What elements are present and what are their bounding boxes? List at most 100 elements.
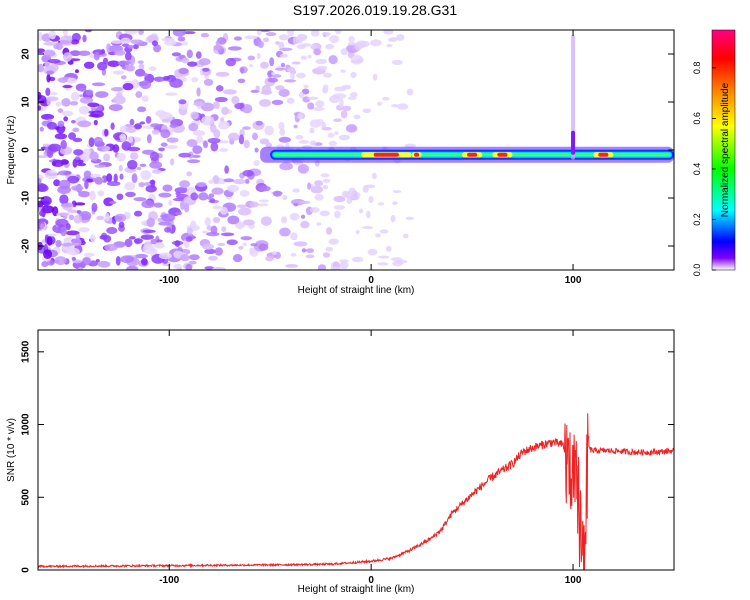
- noise-blob: [324, 33, 330, 37]
- noise-blob: [55, 218, 69, 228]
- noise-blob: [271, 250, 278, 256]
- noise-blob: [299, 200, 311, 205]
- x-tick-label: 100: [565, 575, 582, 586]
- noise-blob: [125, 191, 136, 198]
- noise-blob: [212, 175, 220, 184]
- noise-blob: [43, 249, 53, 260]
- noise-blob: [150, 179, 156, 188]
- noise-blob: [202, 67, 210, 72]
- noise-blob: [207, 137, 221, 144]
- noise-blob: [392, 201, 398, 206]
- noise-blob: [211, 187, 224, 195]
- noise-blob: [307, 96, 319, 100]
- noise-blob: [120, 255, 134, 264]
- noise-blob: [72, 137, 83, 143]
- noise-blob: [46, 233, 57, 237]
- noise-blob: [328, 55, 338, 65]
- noise-blob: [287, 30, 295, 37]
- noise-blob: [301, 248, 307, 253]
- noise-blob: [59, 35, 72, 46]
- noise-blob: [347, 96, 357, 101]
- noise-blob: [204, 266, 215, 270]
- noise-blob: [325, 246, 333, 252]
- noise-blob: [291, 61, 301, 65]
- noise-blob: [71, 238, 82, 247]
- noise-blob: [358, 57, 364, 63]
- noise-blob: [118, 164, 123, 172]
- noise-blob: [124, 181, 136, 191]
- noise-blob: [212, 205, 222, 210]
- noise-blob: [153, 242, 165, 249]
- noise-blob: [340, 110, 348, 119]
- noise-blob: [54, 256, 67, 266]
- noise-blob: [328, 140, 337, 147]
- noise-blob: [238, 134, 245, 145]
- noise-blob: [46, 236, 53, 246]
- noise-blob: [81, 257, 91, 266]
- noise-blob: [257, 40, 264, 49]
- noise-blob: [267, 77, 279, 83]
- noise-blob: [65, 230, 80, 236]
- noise-blob: [68, 214, 75, 221]
- noise-blob: [42, 143, 50, 147]
- band-peak-red: [598, 152, 609, 157]
- noise-blob: [168, 199, 173, 206]
- noise-blob: [377, 202, 385, 206]
- noise-blob: [259, 138, 270, 145]
- noise-blob: [279, 162, 293, 171]
- noise-blob: [140, 234, 154, 240]
- colorbar-tick-label: 0.6: [692, 112, 702, 125]
- noise-blob: [290, 252, 297, 257]
- noise-blob: [377, 262, 389, 266]
- noise-blob: [134, 123, 142, 130]
- band-peak-red: [373, 152, 399, 157]
- noise-blob: [90, 173, 101, 178]
- noise-blob: [111, 87, 123, 92]
- noise-blob: [143, 73, 149, 77]
- snr-x-label: Height of straight line (km): [298, 584, 415, 595]
- noise-blob: [247, 55, 256, 61]
- noise-blob: [183, 203, 190, 213]
- noise-blob: [51, 159, 65, 168]
- noise-blob: [309, 207, 320, 213]
- signal-band: [260, 34, 674, 163]
- noise-blob: [38, 178, 42, 185]
- noise-blob: [160, 142, 168, 147]
- noise-blob: [148, 66, 157, 71]
- noise-blob: [93, 136, 103, 145]
- noise-blob: [139, 121, 146, 125]
- noise-blob: [264, 125, 274, 136]
- noise-blob: [200, 33, 210, 38]
- noise-blob: [340, 69, 346, 73]
- noise-blob: [78, 50, 91, 56]
- noise-blob: [38, 200, 44, 208]
- noise-blob: [212, 101, 220, 109]
- noise-blob: [104, 243, 118, 252]
- noise-blob: [83, 170, 92, 179]
- noise-blob: [232, 178, 246, 185]
- noise-blob: [234, 102, 245, 110]
- noise-blob: [241, 104, 253, 114]
- noise-blob: [129, 118, 135, 126]
- noise-blob: [362, 108, 372, 114]
- noise-blob: [101, 175, 108, 183]
- noise-blob: [146, 217, 155, 228]
- noise-blob: [104, 128, 109, 137]
- noise-blob: [156, 239, 163, 243]
- noise-blob: [74, 202, 86, 206]
- noise-blob: [193, 101, 205, 107]
- noise-blob: [61, 242, 74, 247]
- noise-blob: [386, 43, 393, 48]
- noise-blob: [217, 242, 226, 247]
- noise-blob: [310, 44, 317, 50]
- noise-blob: [46, 70, 55, 75]
- noise-blob: [129, 152, 139, 160]
- noise-blob: [303, 84, 309, 89]
- band-peak-red: [467, 152, 478, 157]
- noise-blob: [256, 203, 269, 207]
- noise-blob: [169, 158, 175, 166]
- noise-blob: [406, 88, 414, 96]
- noise-blob: [307, 182, 312, 190]
- noise-blob: [286, 68, 295, 72]
